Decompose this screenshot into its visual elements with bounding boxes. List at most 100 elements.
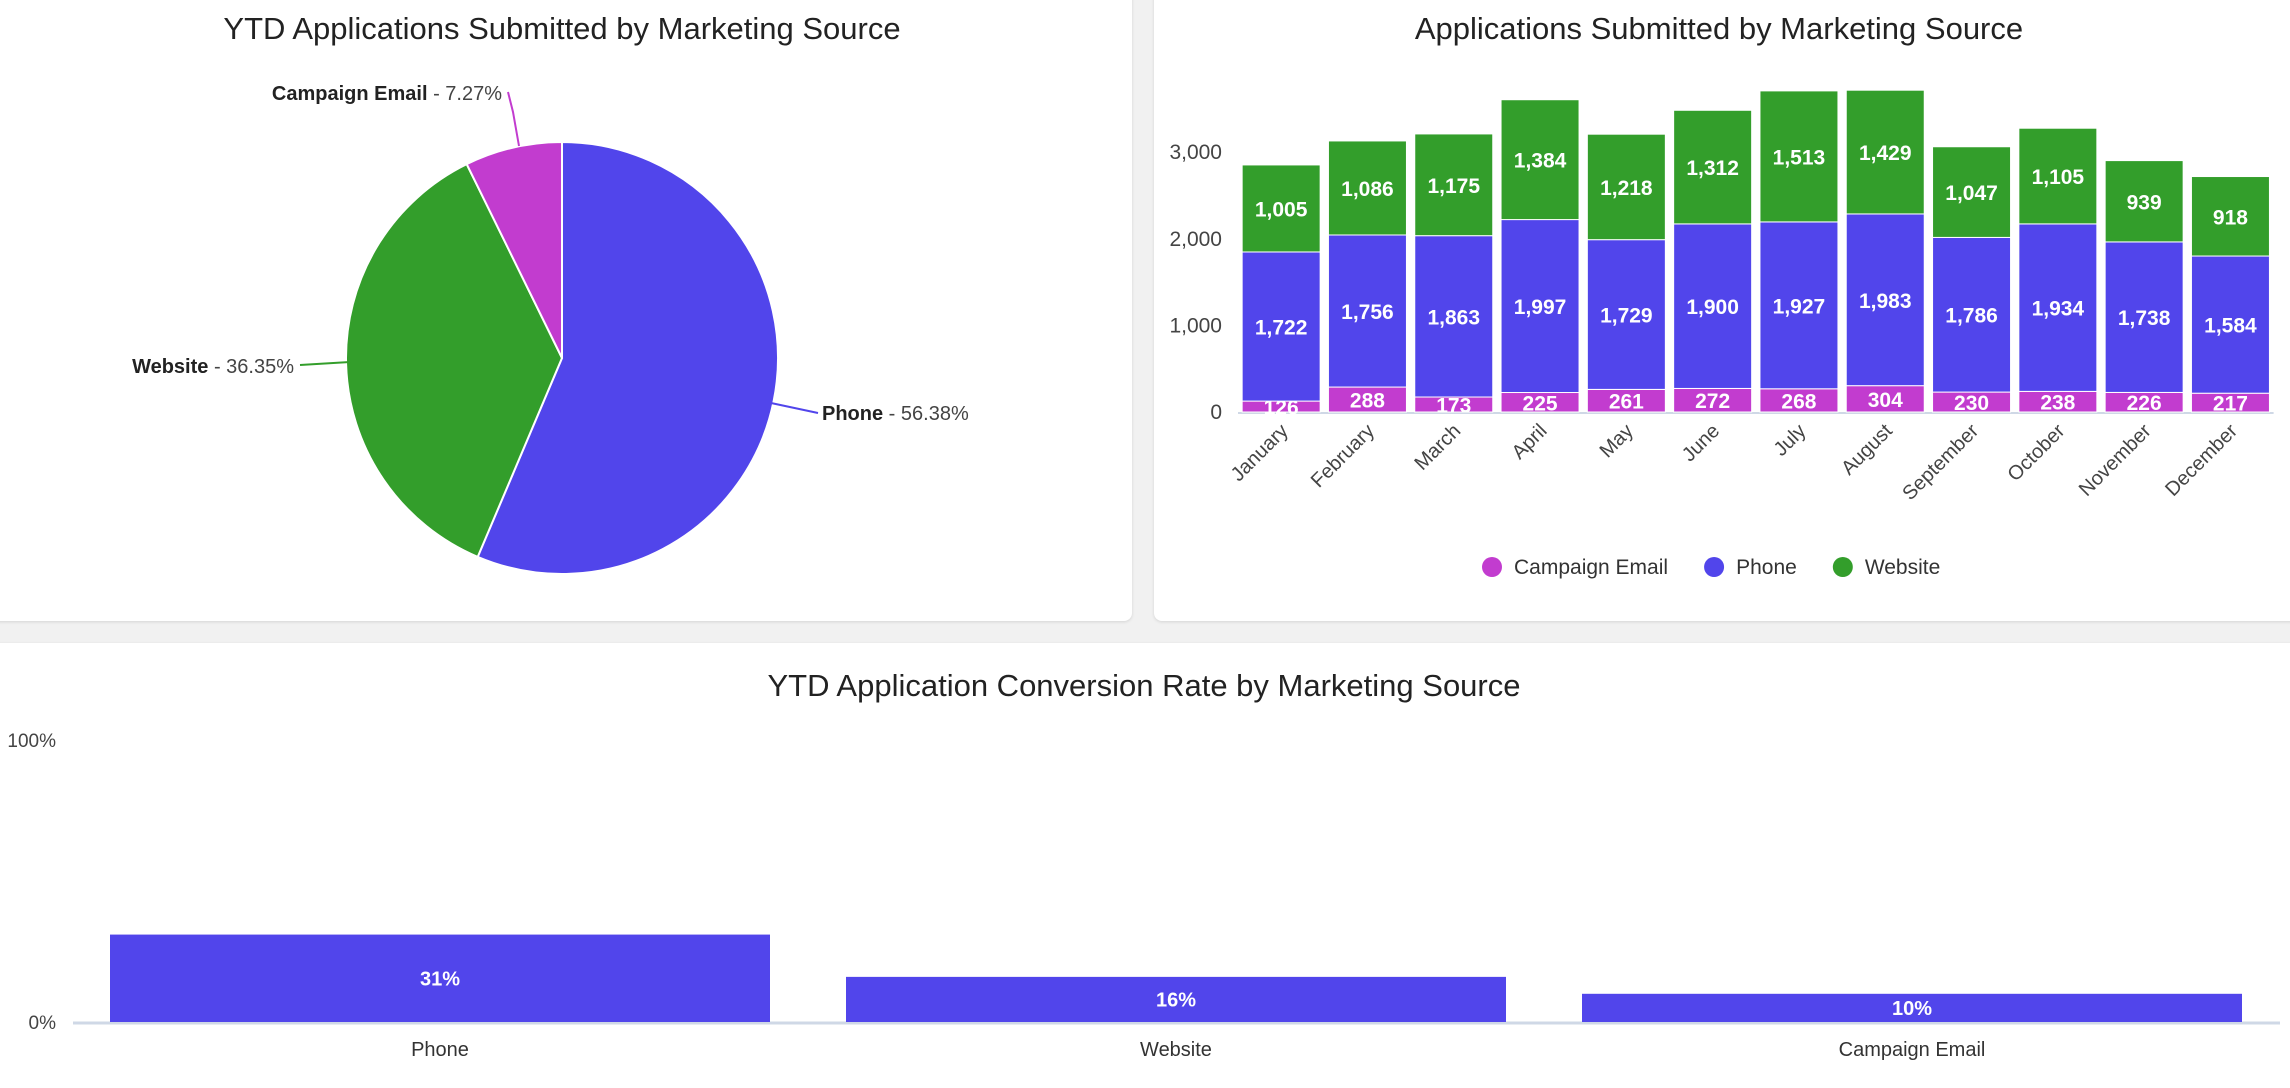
bar-segment-phone [2104,241,2184,393]
bar-data-label-phone: 1,934 [2032,298,2085,321]
bar-data-label-phone: 1,722 [1255,317,1308,340]
x-tick-label: October [2004,420,2070,486]
bar-segment-website [2190,176,2270,257]
conversion-bar [110,934,770,1022]
bar-segment-website [1759,90,1839,223]
bar-data-label-website: 1,105 [2032,166,2085,189]
conversion-chart-title: YTD Application Conversion Rate by Marke… [767,668,1521,703]
bar-segment-phone [1586,239,1666,390]
bar-data-label-phone: 1,900 [1686,296,1739,319]
bar-data-label-campaign-email: 173 [1436,395,1471,418]
legend-dot-campaign-email [1482,557,1502,577]
bar-data-label-campaign-email: 288 [1350,390,1385,413]
pie-leader-line-phone [770,402,819,414]
x-tick-label: Phone [411,1039,469,1061]
bar-data-label-website: 1,312 [1686,157,1739,180]
pie-slice-website [345,162,564,559]
bar-data-label-phone: 1,927 [1773,295,1826,318]
bar-segment-website [1845,89,1925,215]
bar-segment-phone [1759,221,1839,390]
x-tick-label: April [1508,420,1552,464]
y-tick-label: 2,000 [1169,228,1222,251]
y-tick-label: 0 [1210,401,1222,424]
x-tick-label: June [1678,420,1724,466]
bar-data-label-campaign-email: 230 [1954,392,1989,415]
bar-segment-phone [1327,234,1407,388]
bar-segment-phone [1414,235,1494,398]
conversion-data-label: 16% [1156,989,1196,1011]
x-tick-label: July [1770,420,1811,461]
bar-data-label-website: 1,086 [1341,178,1394,201]
bar-data-label-website: 1,047 [1945,182,1998,205]
bar-segment-website [1500,99,1580,221]
bar-data-label-campaign-email: 261 [1609,391,1644,414]
pie-slice-phone [476,140,779,575]
bar-data-label-website: 1,005 [1255,198,1308,221]
y-tick-label: 100% [7,731,56,752]
conversion-bar [1582,993,2242,1022]
bar-data-label-website: 1,513 [1773,146,1826,169]
x-tick-label: Campaign Email [1839,1039,1986,1061]
bar-data-label-campaign-email: 304 [1868,389,1903,412]
bar-data-label-phone: 1,756 [1341,301,1394,324]
bar-segment-phone [1241,251,1321,402]
bar-data-label-campaign-email: 272 [1695,390,1730,413]
legend-dot-phone [1704,557,1725,577]
bar-data-label-phone: 1,997 [1514,296,1567,319]
bar-segment-website [2018,127,2098,225]
bar-segment-website [1241,164,1321,253]
pie-leader-line-campaign-email [507,91,520,147]
bar-data-label-website: 1,384 [1514,150,1567,173]
bar-segment-phone [1500,219,1580,394]
x-tick-label: August [1837,420,1897,480]
legend-dot-website [1832,557,1853,577]
x-tick-label: Website [1140,1039,1212,1061]
bar-data-label-website: 1,429 [1859,142,1912,165]
pie-label-campaign-email: Campaign Email - 7.27% [272,83,502,105]
bar-data-label-website: 918 [2213,206,2248,229]
pie-label-website: Website - 36.35% [132,356,294,378]
bar-data-label-website: 1,218 [1600,177,1653,200]
bar-segment-campaign-email [1327,386,1407,413]
x-tick-label: May [1596,420,1638,462]
x-tick-label: January [1227,420,1293,486]
bar-data-label-campaign-email: 217 [2213,393,2248,416]
bar-data-label-campaign-email: 126 [1264,397,1299,420]
bar-data-label-website: 939 [2127,191,2162,214]
bar-segment-phone [2018,223,2098,392]
bar-data-label-phone: 1,983 [1859,290,1912,313]
bar-segment-website [2104,160,2184,243]
bar-segment-website [1932,146,2012,238]
conversion-data-label: 31% [420,968,460,990]
pie-slice-campaign-email [465,140,563,359]
bar-segment-website [1327,140,1407,236]
bar-segment-website [1673,109,1753,225]
pie-chart-title: YTD Applications Submitted by Marketing … [223,11,901,46]
x-tick-label: November [2075,420,2156,501]
bar-data-label-campaign-email: 225 [1523,392,1558,415]
bar-data-label-phone: 1,729 [1600,305,1653,328]
pie-label-phone: Phone - 56.38% [822,403,969,425]
y-tick-label: 3,000 [1169,141,1222,164]
x-tick-label: September [1898,420,1983,505]
legend-label-campaign-email: Campaign Email [1514,556,1668,579]
bar-data-label-phone: 1,786 [1945,305,1998,328]
y-tick-label: 1,000 [1169,314,1222,337]
bar-segment-phone [1845,213,1925,387]
x-tick-label: March [1410,420,1465,475]
conversion-bar [846,976,1506,1022]
pie-leader-line-website [299,361,351,366]
bar-data-label-campaign-email: 268 [1781,390,1816,413]
bar-segment-phone [1673,223,1753,389]
bar-segment-phone [1932,236,2012,393]
bar-segment-phone [2190,255,2270,394]
bar-data-label-campaign-email: 238 [2040,392,2075,415]
legend-label-phone: Phone [1736,556,1797,579]
y-tick-label: 0% [29,1013,57,1034]
conversion-data-label: 10% [1892,998,1932,1020]
bar-data-label-website: 1,175 [1427,175,1480,198]
stacked-bar-chart-title: Applications Submitted by Marketing Sour… [1414,11,2024,46]
bar-data-label-campaign-email: 226 [2127,392,2162,415]
bar-data-label-phone: 1,584 [2204,315,2257,338]
